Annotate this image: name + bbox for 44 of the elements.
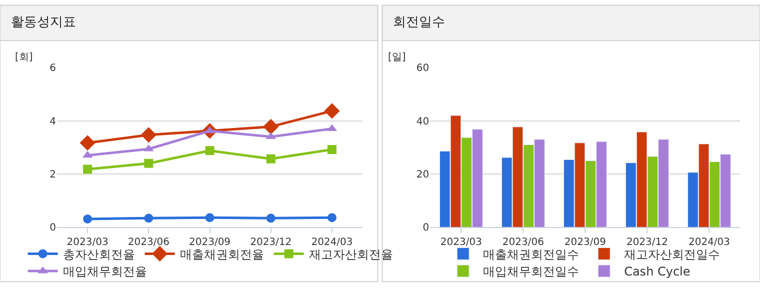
x-tick-label: 2023/06: [502, 237, 544, 248]
x-tick-label: 2024/03: [688, 237, 730, 248]
legend-label: 매출채권회전율: [180, 247, 264, 262]
y-axis-title: [회]: [15, 52, 33, 63]
y-tick-label: 2: [50, 170, 56, 180]
x-tick-label: 2023/03: [66, 237, 108, 248]
point: [324, 103, 340, 119]
point: [205, 213, 214, 222]
point: [144, 214, 154, 223]
point: [327, 145, 336, 154]
y-tick-label: 0: [422, 222, 430, 234]
point: [327, 213, 336, 222]
y-tick-label: 20: [416, 170, 430, 180]
y-tick-label: 60: [416, 63, 430, 74]
point: [83, 164, 92, 174]
y-tick-label: 0: [50, 222, 56, 234]
x-tick-label: 2023/03: [440, 237, 482, 248]
point: [144, 158, 154, 168]
point: [205, 146, 214, 156]
x-tick-label: 2024/03: [311, 237, 353, 248]
chart-title: 회전일수: [393, 15, 445, 30]
y-tick-label: 4: [50, 116, 56, 128]
y-axis-title: [일]: [388, 52, 406, 63]
legend-label: 재고자산회전일수: [624, 247, 720, 262]
legend-label: Cash Cycle: [624, 264, 690, 279]
x-tick-label: 2023/12: [626, 237, 668, 248]
point: [266, 154, 276, 164]
point: [263, 118, 279, 134]
legend-label: 매입채무회전율: [62, 264, 147, 279]
y-tick-label: 40: [416, 116, 430, 128]
legend-label: 재고자산회전율: [308, 247, 393, 262]
y-tick-label: 6: [50, 63, 56, 74]
point: [83, 214, 92, 224]
point: [80, 135, 96, 151]
x-tick-label: 2023/09: [188, 237, 231, 248]
point: [140, 127, 156, 143]
point: [266, 214, 276, 223]
legend-label: 매출채권회전일수: [483, 247, 580, 262]
x-tick-label: 2023/12: [250, 237, 292, 248]
x-tick-label: 2023/09: [564, 237, 606, 248]
x-tick-label: 2023/06: [128, 237, 170, 248]
legend-label: 총자산회전율: [62, 247, 135, 262]
chart-title: 활동성지표: [11, 15, 76, 30]
legend-label: 매입채무회전일수: [483, 264, 580, 279]
